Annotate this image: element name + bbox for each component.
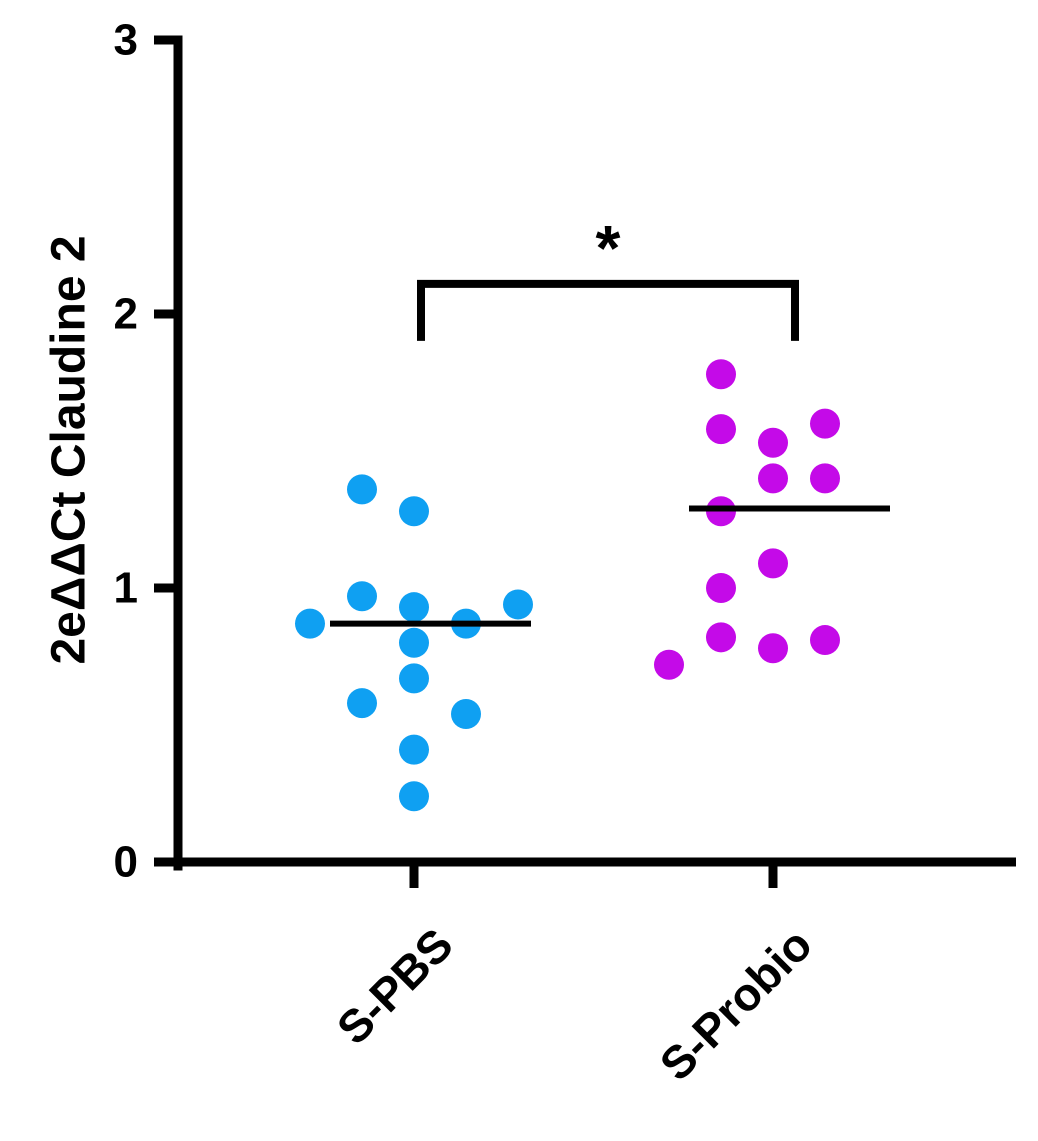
y-axis-label: 2eΔΔCt Claudine 2 <box>43 235 96 664</box>
point-S-Probio-5 <box>810 463 840 494</box>
point-S-Probio-2 <box>758 427 788 458</box>
point-S-Probio-9 <box>706 622 736 653</box>
y-tick-label-0: 0 <box>114 838 138 887</box>
significance-bracket <box>417 279 799 341</box>
axes: 0 1 2 3 S-PBS S-Probio <box>114 16 1016 1090</box>
point-S-PBS-8 <box>399 663 429 694</box>
point-S-Probio-12 <box>654 649 684 680</box>
point-S-PBS-4 <box>295 608 325 639</box>
point-S-PBS-9 <box>347 688 377 719</box>
annotations: * <box>417 212 799 341</box>
y-tick-label-2: 2 <box>114 290 138 339</box>
point-S-PBS-2 <box>347 581 377 612</box>
point-S-Probio-8 <box>706 573 736 603</box>
point-S-PBS-3 <box>399 592 429 623</box>
y-tick-label-3: 3 <box>114 16 138 65</box>
significance-label: * <box>596 212 621 284</box>
point-S-Probio-4 <box>758 463 788 494</box>
point-S-Probio-3 <box>810 408 840 439</box>
y-tick-label-1: 1 <box>114 564 138 613</box>
point-S-Probio-10 <box>758 633 788 664</box>
data-marks <box>295 359 890 812</box>
point-S-PBS-12 <box>399 781 429 812</box>
point-S-PBS-11 <box>399 734 429 765</box>
point-S-PBS-1 <box>399 496 429 527</box>
point-S-PBS-7 <box>399 627 429 658</box>
point-S-PBS-6 <box>503 589 533 620</box>
point-S-Probio-7 <box>758 548 788 579</box>
point-S-Probio-11 <box>810 625 840 656</box>
point-S-PBS-0 <box>347 474 377 505</box>
x-tick-label-S-Probio: S-Probio <box>650 918 822 1090</box>
x-tick-label-S-PBS: S-PBS <box>327 918 463 1054</box>
point-S-Probio-0 <box>706 359 736 390</box>
point-S-Probio-1 <box>706 414 736 445</box>
point-S-PBS-10 <box>451 699 481 730</box>
